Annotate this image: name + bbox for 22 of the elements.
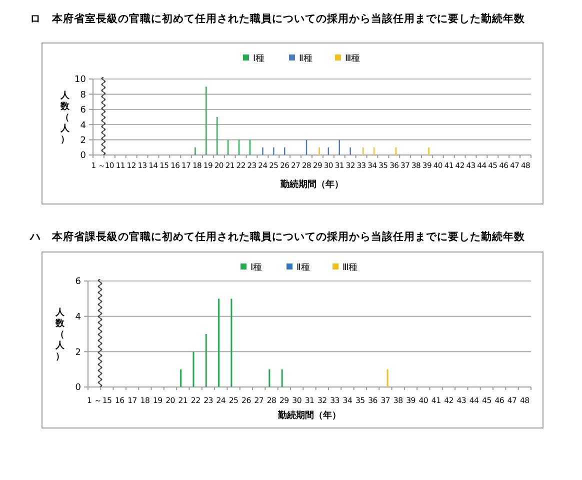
y-tick-label: 4 <box>75 312 82 322</box>
y-axis-title: 人数（人） <box>60 90 70 146</box>
y-tick-label: 0 <box>75 383 82 394</box>
y-tick-label: 6 <box>75 277 82 288</box>
y-tick-label: 4 <box>80 120 86 131</box>
legend-label: Ⅰ種 <box>250 263 262 274</box>
y-tick-label: 6 <box>80 106 86 116</box>
x-axis-title: 勤続期間（年） <box>277 410 341 421</box>
y-tick-label: 10 <box>74 75 86 86</box>
x-axis-title: 勤続期間（年） <box>280 179 344 190</box>
y-tick-label: 2 <box>75 348 81 358</box>
legend-label: Ⅰ種 <box>253 54 265 64</box>
legend-label: Ⅱ種 <box>296 263 310 274</box>
chart-title: ハ 本府省課長級の官職に初めて任用された職員についての採用から当該任用までに要した勤続年数 <box>29 230 526 243</box>
y-tick-label: 2 <box>80 136 86 146</box>
y-tick-label: 8 <box>80 90 86 100</box>
y-axis-title: 人数（人） <box>54 307 66 362</box>
legend-label: Ⅲ種 <box>345 54 360 64</box>
legend-label: Ⅲ種 <box>342 263 358 274</box>
legend-label: Ⅱ種 <box>299 54 312 64</box>
y-tick-label: 0 <box>80 151 86 162</box>
chart-title: ロ 本府省室長級の官職に初めて任用された職員についての採用から当該任用までに要した勤続年数 <box>30 12 526 25</box>
